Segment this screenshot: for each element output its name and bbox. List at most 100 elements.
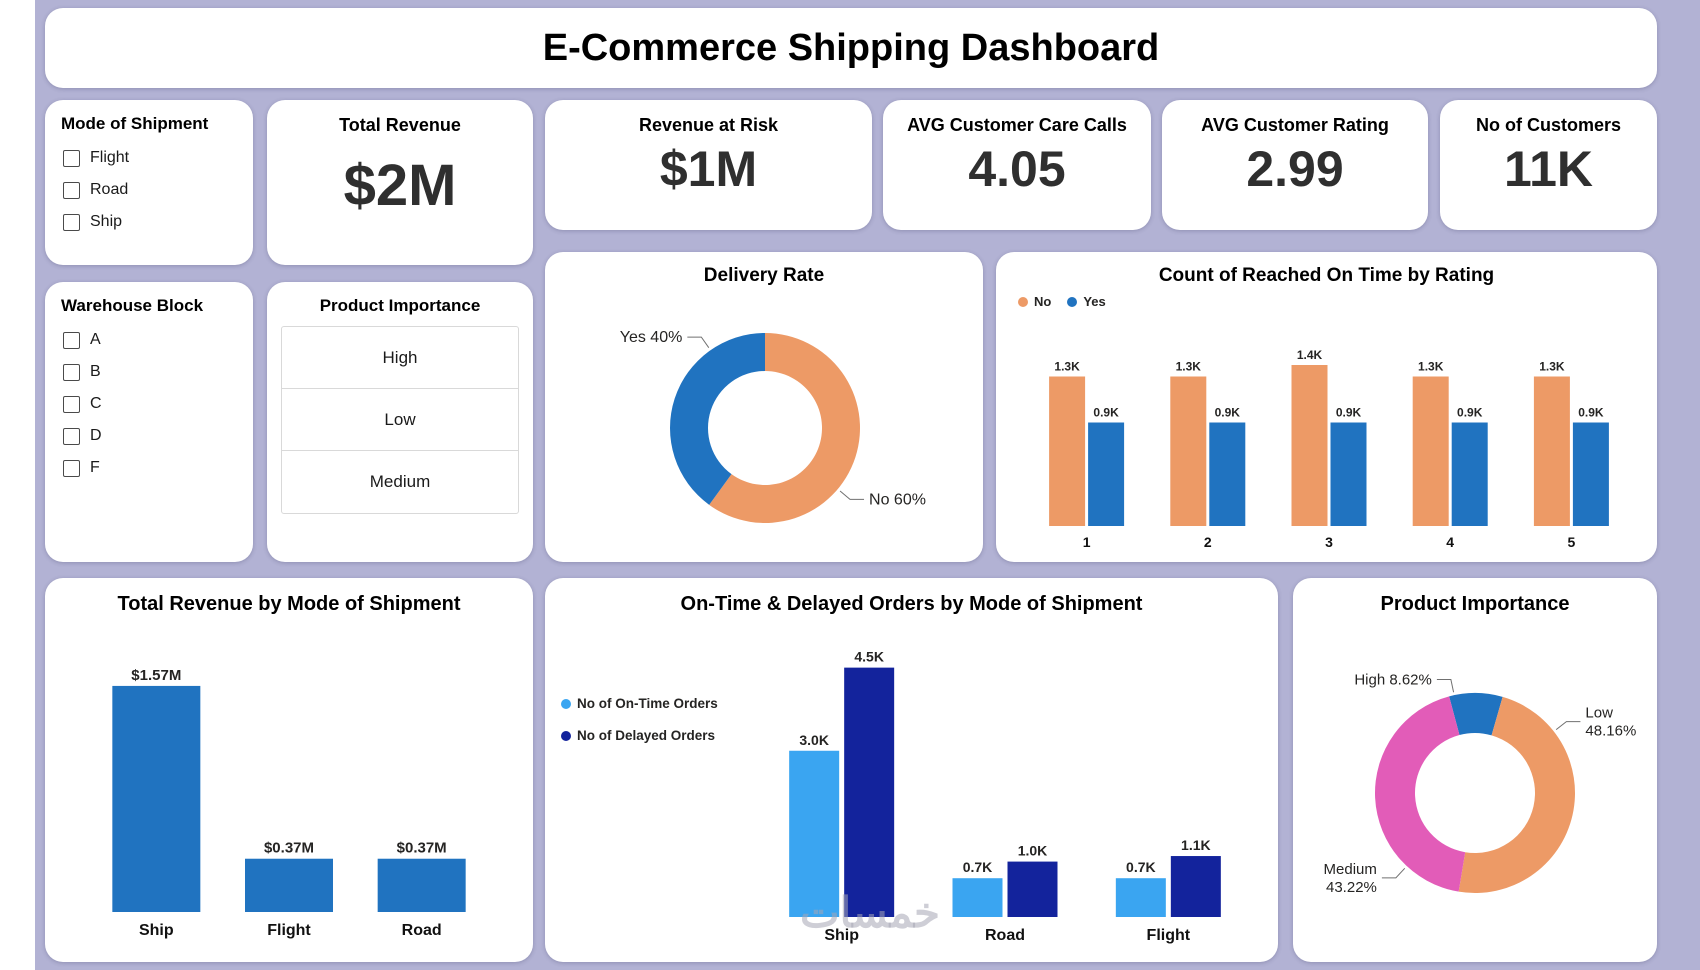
checkbox[interactable]	[63, 395, 80, 413]
kpi-title: Revenue at Risk	[638, 115, 779, 135]
legend-label: Yes	[1083, 294, 1106, 309]
filter-option-road[interactable]: Road	[45, 174, 253, 206]
legend-dot	[1018, 296, 1028, 307]
bar-no-3[interactable]	[1291, 365, 1328, 526]
bar-value-label: 3.0K	[799, 732, 829, 748]
legend-item-no[interactable]: No	[1018, 294, 1051, 309]
checkbox[interactable]	[63, 459, 80, 477]
kpi-value: $1M	[659, 141, 758, 197]
product-importance-donut-card: Product Importance High 8.62% Low 48.16% Me…	[1293, 578, 1657, 962]
product-importance-item-high[interactable]: High	[282, 327, 518, 389]
legend: No of On-Time Orders No of Delayed Orders	[561, 696, 718, 743]
checkbox[interactable]	[63, 181, 80, 199]
category-label-3: 3	[1325, 534, 1333, 550]
product-importance-item-medium[interactable]: Medium	[369, 472, 431, 491]
filter-option-label: C	[90, 395, 102, 412]
kpi-total-revenue: Total Revenue $2M	[267, 100, 533, 265]
label-leader-line	[1436, 679, 1455, 693]
checkbox[interactable]	[63, 213, 80, 231]
filter-option-label: Flight	[90, 149, 130, 166]
kpi-title: No of Customers	[1475, 115, 1621, 135]
product-importance-item-low[interactable]: Low	[282, 389, 518, 451]
slice-no[interactable]	[709, 333, 860, 523]
legend-item-no-of-on-time-orders[interactable]: No of On-Time Orders	[561, 696, 718, 711]
slice-label-no: No 60%	[869, 491, 926, 508]
bar-value-label: 0.9K	[1457, 406, 1483, 420]
slice-yes[interactable]	[670, 333, 765, 505]
bar-total-revenue-road[interactable]	[377, 858, 466, 912]
slice-high[interactable]	[1449, 693, 1503, 736]
bar-no-of-on-time-orders-ship[interactable]	[789, 750, 840, 917]
slice-low[interactable]	[1458, 696, 1575, 893]
bar-no-of-on-time-orders-road[interactable]	[952, 878, 1003, 917]
slice-medium[interactable]	[1375, 696, 1466, 892]
filter-option-c[interactable]: C	[45, 388, 253, 420]
bar-value-label: 0.9K	[1336, 406, 1362, 420]
bar-no-1[interactable]	[1049, 376, 1086, 527]
bar-no-of-delayed-orders-flight[interactable]	[1170, 856, 1221, 917]
bar-yes-1[interactable]	[1088, 422, 1125, 527]
bar-value-label: 1.3K	[1539, 360, 1565, 374]
filter-mode-of-shipment: Mode of Shipment Flight Road Ship	[45, 100, 253, 265]
category-label-1: 1	[1083, 534, 1091, 550]
bar-yes-2[interactable]	[1209, 422, 1246, 527]
bar-value-label: 0.7K	[1126, 859, 1156, 875]
bar-no-5[interactable]	[1533, 376, 1570, 527]
reached-on-time-bar-chart: 1.3K 0.9K 1 1.3K 0.9K 2 1.4K 0.9K 3 1.3K 0.9K 4 1.3K…	[1011, 318, 1642, 556]
filter-title: Mode of Shipment	[61, 114, 209, 133]
watermark: خمسات	[799, 889, 941, 936]
checkbox[interactable]	[63, 363, 80, 381]
filter-option-b[interactable]: B	[45, 356, 253, 388]
checkbox[interactable]	[63, 149, 80, 167]
bar-no-4[interactable]	[1412, 376, 1449, 527]
filter-option-ship[interactable]: Ship	[45, 206, 253, 238]
kpi-avg-customer-care-calls: AVG Customer Care Calls 4.05	[883, 100, 1151, 230]
filter-option-flight[interactable]: Flight	[45, 142, 253, 174]
revenue-by-mode-bar-chart: $1.57M Ship $0.37M Flight $0.37M Road	[70, 630, 508, 952]
bar-total-revenue-ship[interactable]	[112, 685, 201, 912]
slice-label-high: High 8.62%	[1354, 672, 1432, 689]
filter-option-d[interactable]: D	[45, 420, 253, 452]
category-label-ship: Ship	[824, 927, 859, 944]
chart-title: Count of Reached On Time by Rating	[1158, 265, 1495, 286]
kpi-title: Total Revenue	[339, 115, 461, 135]
legend-item-no-of-delayed-orders[interactable]: No of Delayed Orders	[561, 728, 718, 743]
filter-option-f[interactable]: F	[45, 452, 253, 484]
label-leader-line	[687, 336, 710, 349]
bar-value-label: 4.5K	[854, 649, 884, 665]
checkbox[interactable]	[63, 427, 80, 445]
title-card: E-Commerce Shipping Dashboard	[45, 8, 1657, 88]
bar-value-label: $0.37M	[397, 840, 447, 857]
category-label-flight: Flight	[1147, 927, 1191, 944]
page-title: E-Commerce Shipping Dashboard	[542, 27, 1160, 69]
filter-product-importance: Product Importance High Low Medium	[267, 282, 533, 562]
category-label-flight: Flight	[267, 922, 311, 939]
bar-yes-3[interactable]	[1330, 422, 1367, 527]
kpi-value: 2.99	[1246, 141, 1344, 197]
chart-title: Total Revenue by Mode of Shipment	[117, 593, 461, 615]
reached-on-time-card: Count of Reached On Time by Rating No Yes…	[996, 252, 1657, 562]
bar-value-label: 1.1K	[1181, 837, 1211, 853]
bar-no-of-delayed-orders-ship[interactable]	[844, 667, 895, 917]
bar-no-of-delayed-orders-road[interactable]	[1007, 861, 1058, 917]
filter-title: Warehouse Block	[61, 296, 204, 315]
filter-option-label: F	[90, 459, 100, 476]
label-leader-line	[1381, 867, 1406, 879]
bar-no-2[interactable]	[1170, 376, 1207, 527]
slice-label-low: Low 48.16%	[1585, 705, 1636, 740]
bar-total-revenue-flight[interactable]	[245, 858, 333, 912]
category-label-5: 5	[1568, 534, 1576, 550]
filter-option-label: Road	[90, 181, 129, 198]
bar-yes-5[interactable]	[1572, 422, 1609, 527]
bar-yes-4[interactable]	[1451, 422, 1488, 527]
kpi-value: $2M	[343, 153, 457, 218]
category-label-2: 2	[1204, 534, 1212, 550]
bar-no-of-on-time-orders-flight[interactable]	[1115, 878, 1166, 917]
checkbox[interactable]	[63, 331, 80, 349]
category-label-4: 4	[1446, 534, 1454, 550]
legend-dot	[1067, 296, 1078, 307]
filter-option-a[interactable]: A	[45, 324, 253, 356]
legend-item-yes[interactable]: Yes	[1067, 294, 1106, 309]
revenue-by-mode-card: Total Revenue by Mode of Shipment $1.57M…	[45, 578, 533, 962]
